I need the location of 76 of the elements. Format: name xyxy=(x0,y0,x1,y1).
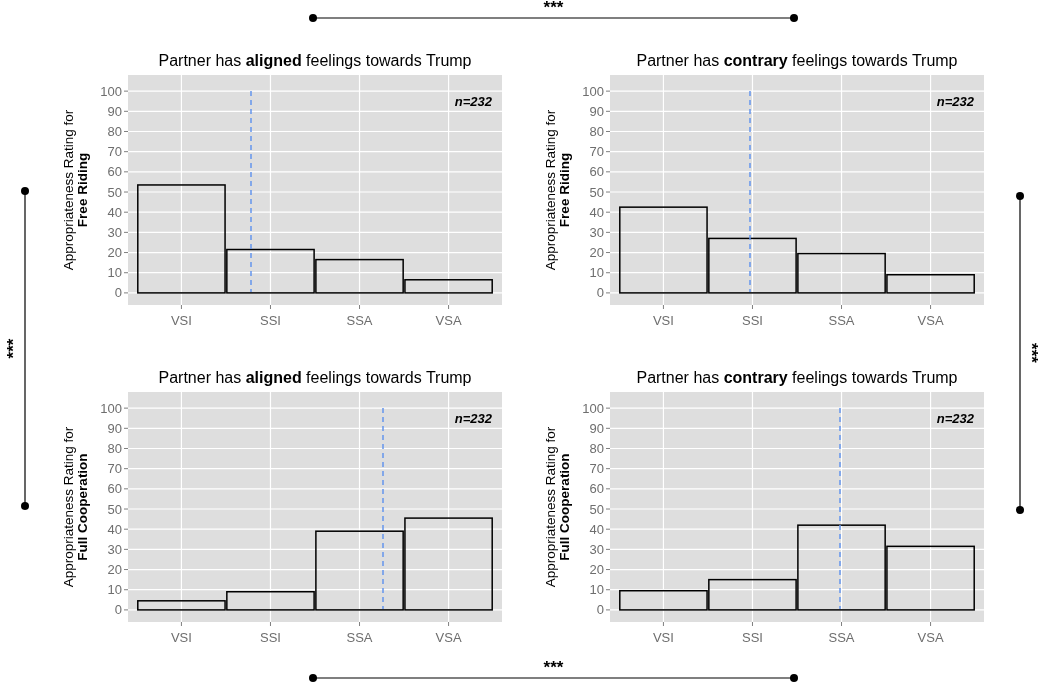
y-tick-label: 20 xyxy=(107,245,122,261)
y-tick-label: 10 xyxy=(107,582,122,598)
y-tick-label: 80 xyxy=(107,441,122,457)
annotation: n=232 xyxy=(936,94,975,110)
text: *** xyxy=(4,338,23,359)
x-tick-label: VSA xyxy=(917,313,944,328)
y-tick-label: 20 xyxy=(589,245,604,261)
x-tick-label: SSI xyxy=(741,630,763,645)
y-tick-label: 60 xyxy=(589,481,604,497)
y-tick-label: 100 xyxy=(582,83,604,99)
annotation: n=232 xyxy=(454,94,493,110)
y-tick-label: 0 xyxy=(114,602,122,618)
x-tick-label: VSI xyxy=(652,313,674,328)
x-tick-label: SSA xyxy=(828,313,855,328)
y-tick-label: 90 xyxy=(589,420,604,436)
y-tick-label: 90 xyxy=(107,420,122,436)
x-tick-label: SSA xyxy=(346,313,373,328)
text: *** xyxy=(543,658,564,677)
y-axis-title: Appropriateness Rating for Free Riding xyxy=(543,109,572,271)
x-tick-label: VSI xyxy=(170,313,192,328)
y-tick-label: 70 xyxy=(107,461,122,477)
y-tick-label: 60 xyxy=(589,164,604,180)
y-tick-label: 20 xyxy=(589,562,604,578)
y-tick-label: 60 xyxy=(107,164,122,180)
y-tick-label: 90 xyxy=(107,103,122,119)
y-tick-label: 30 xyxy=(589,541,604,557)
text: *** xyxy=(1022,343,1038,364)
y-tick-label: 80 xyxy=(589,124,604,140)
x-tick-label: SSI xyxy=(741,313,763,328)
y-tick-label: 0 xyxy=(114,285,122,301)
x-tick-label: VSI xyxy=(652,630,674,645)
y-tick-label: 50 xyxy=(107,501,122,517)
y-tick-label: 100 xyxy=(582,400,604,416)
y-tick-label: 100 xyxy=(100,400,122,416)
y-tick-label: 70 xyxy=(589,461,604,477)
y-tick-label: 80 xyxy=(107,124,122,140)
y-tick-label: 30 xyxy=(107,224,122,240)
y-tick-label: 0 xyxy=(596,285,604,301)
x-tick-label: SSI xyxy=(259,313,281,328)
y-tick-label: 30 xyxy=(589,224,604,240)
y-tick-label: 50 xyxy=(589,184,604,200)
x-tick-label: VSI xyxy=(170,630,192,645)
chart-title: Partner has contrary feelings towards Trump xyxy=(636,369,958,386)
y-tick-label: 10 xyxy=(589,265,604,281)
y-tick-label: 0 xyxy=(596,602,604,618)
annotation: n=232 xyxy=(454,411,493,427)
annotation: n=232 xyxy=(936,411,975,427)
text: *** xyxy=(543,0,564,17)
y-tick-label: 60 xyxy=(107,481,122,497)
y-axis-title: Appropriateness Rating for Free Riding xyxy=(61,109,90,271)
x-tick-label: VSA xyxy=(435,630,462,645)
y-tick-label: 40 xyxy=(589,521,604,537)
y-tick-label: 100 xyxy=(100,83,122,99)
y-tick-label: 30 xyxy=(107,541,122,557)
y-axis-title: Appropriateness Rating for Full Cooperation xyxy=(543,426,572,588)
y-tick-label: 80 xyxy=(589,441,604,457)
x-tick-label: SSA xyxy=(346,630,373,645)
y-tick-label: 20 xyxy=(107,562,122,578)
y-tick-label: 10 xyxy=(107,265,122,281)
x-tick-label: VSA xyxy=(435,313,462,328)
y-tick-label: 40 xyxy=(107,521,122,537)
x-tick-label: VSA xyxy=(917,630,944,645)
y-tick-label: 70 xyxy=(589,144,604,160)
y-tick-label: 90 xyxy=(589,103,604,119)
chart-title: Partner has aligned feelings towards Trump xyxy=(158,52,472,69)
y-axis-title: Appropriateness Rating for Full Cooperation xyxy=(61,426,90,588)
y-tick-label: 50 xyxy=(107,184,122,200)
x-tick-label: SSI xyxy=(259,630,281,645)
chart-title: Partner has aligned feelings towards Trump xyxy=(158,369,472,386)
y-tick-label: 40 xyxy=(589,204,604,220)
chart-title: Partner has contrary feelings towards Trump xyxy=(636,52,958,69)
y-tick-label: 50 xyxy=(589,501,604,517)
y-tick-label: 40 xyxy=(107,204,122,220)
x-tick-label: SSA xyxy=(828,630,855,645)
y-tick-label: 70 xyxy=(107,144,122,160)
y-tick-label: 10 xyxy=(589,582,604,598)
